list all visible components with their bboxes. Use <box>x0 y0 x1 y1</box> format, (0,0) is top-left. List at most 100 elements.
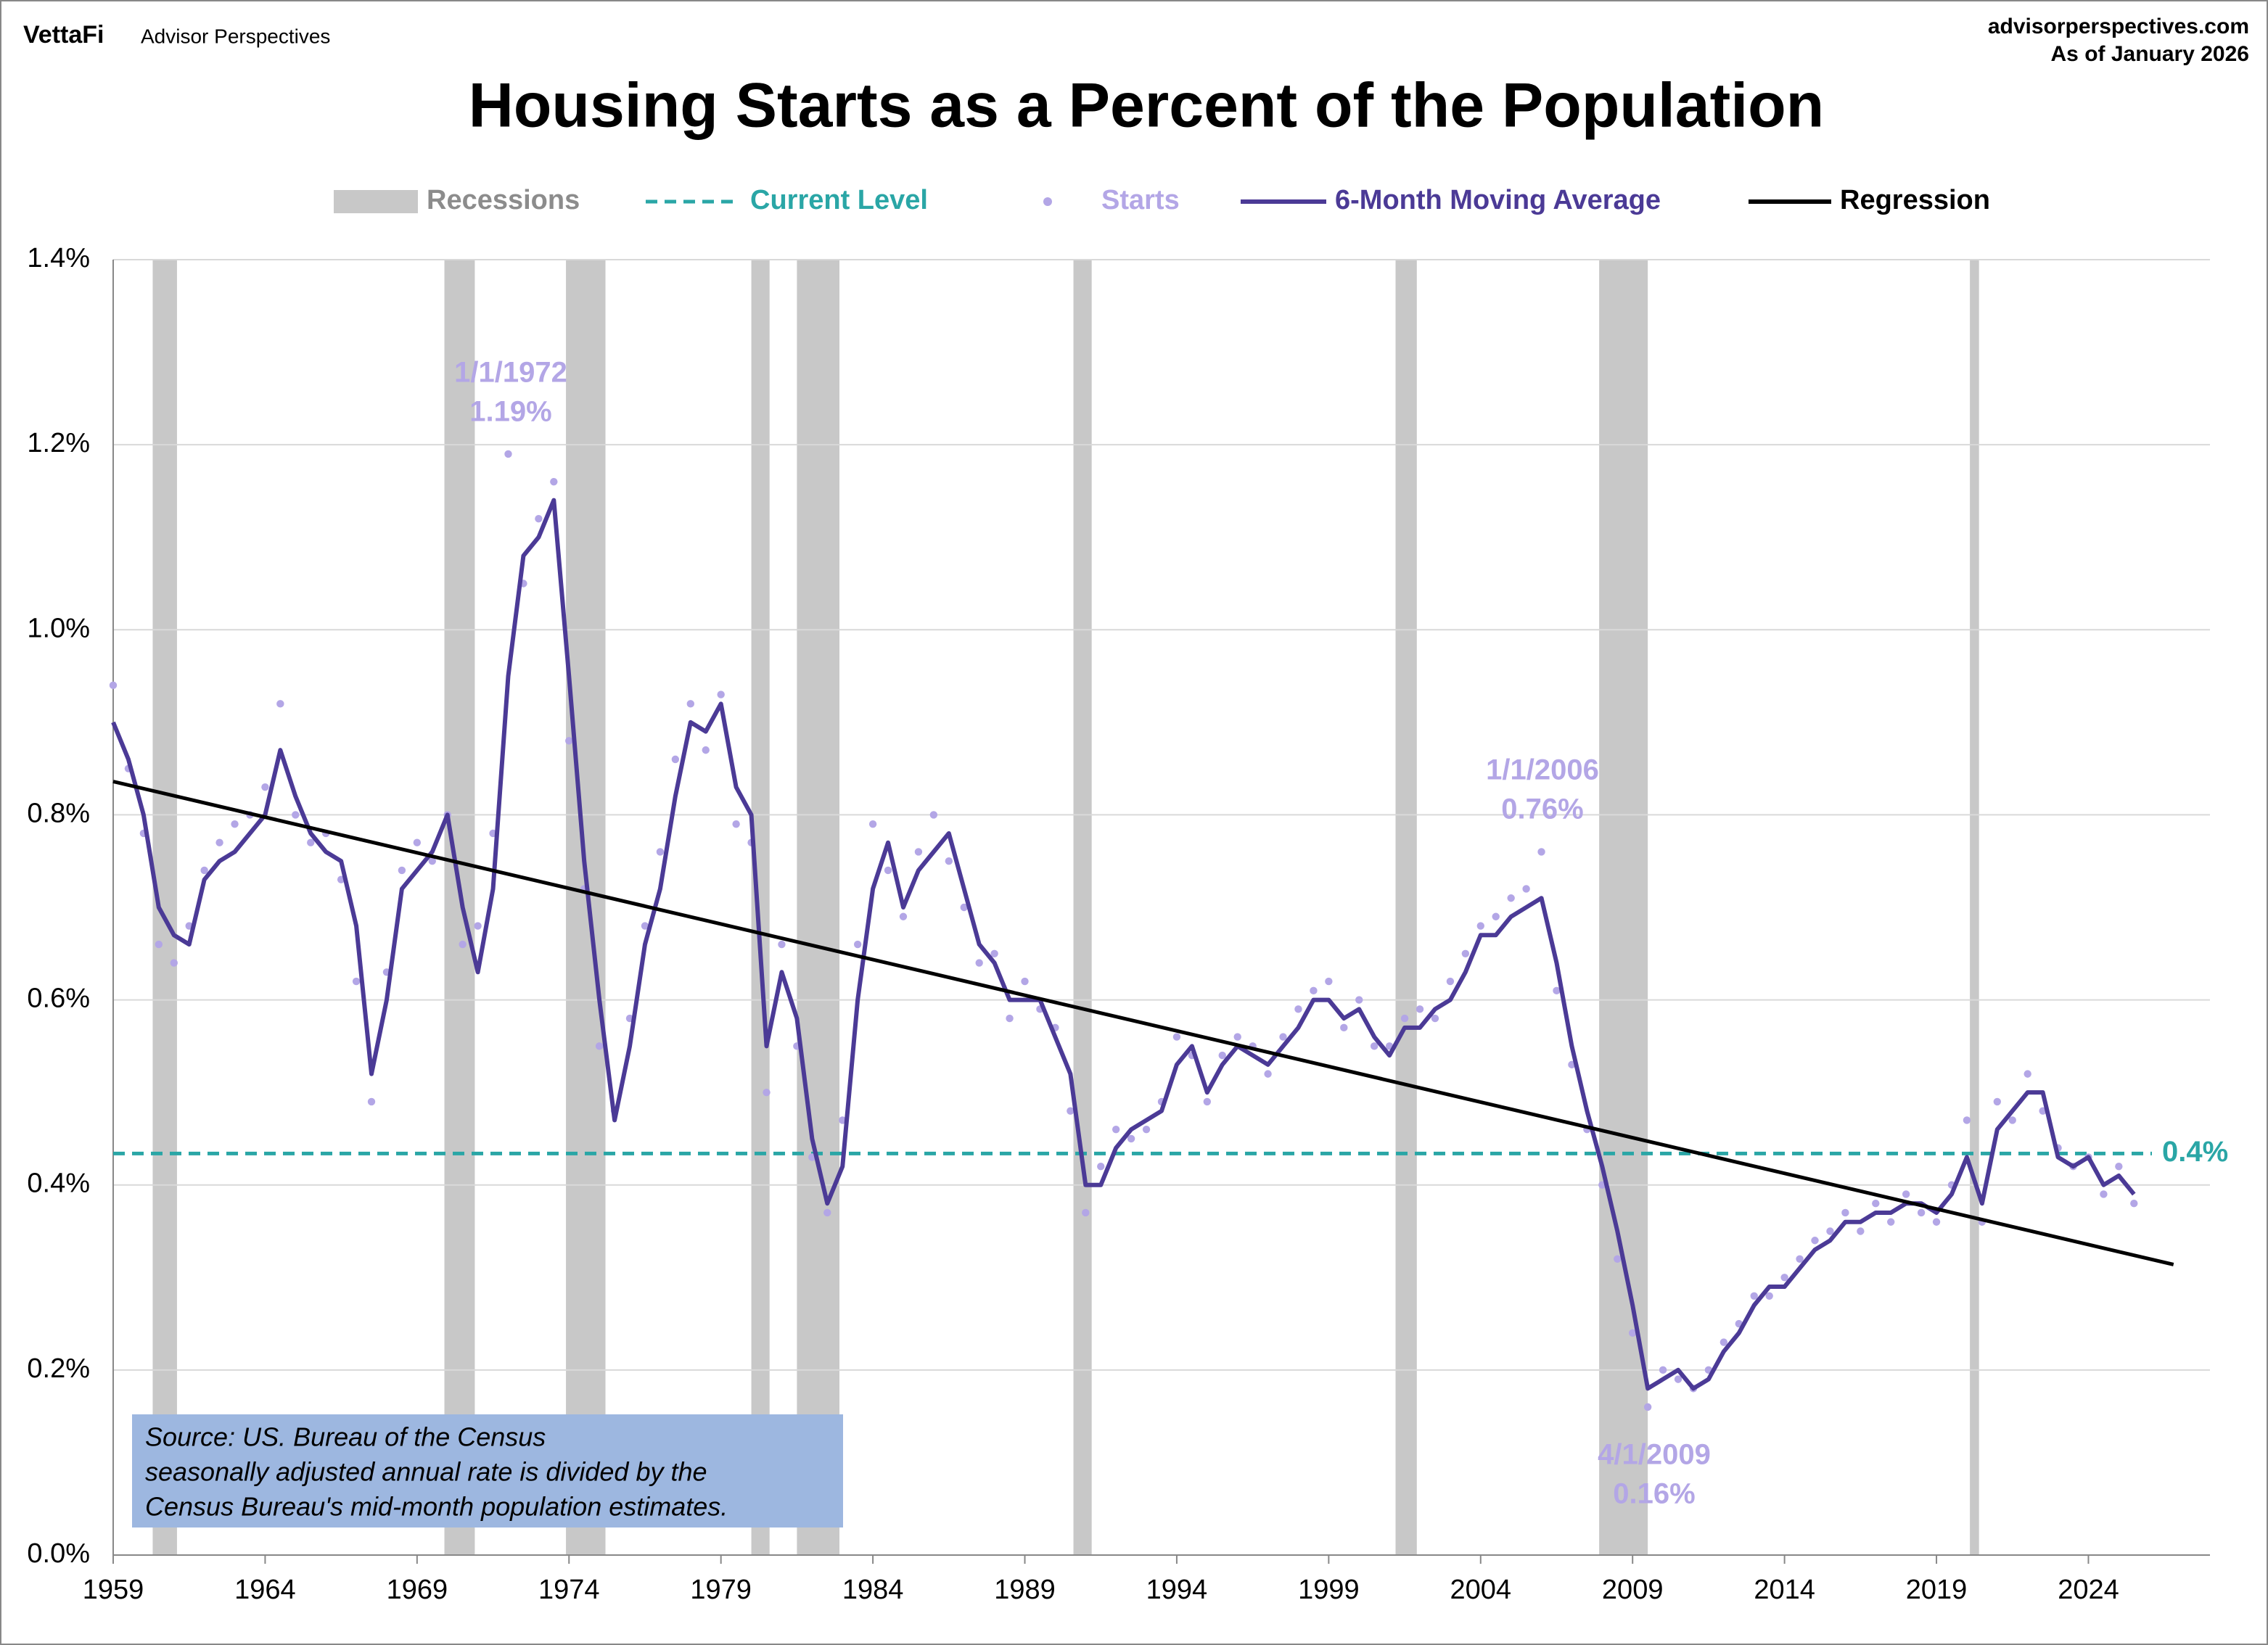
start-point <box>367 1097 376 1106</box>
start-point <box>565 737 573 745</box>
start-point <box>1872 1200 1880 1208</box>
start-point <box>292 811 300 819</box>
start-point <box>763 1088 771 1097</box>
x-tick-label: 1999 <box>1298 1575 1360 1605</box>
moving-average-line <box>111 498 2136 1391</box>
start-point <box>1841 1208 1849 1217</box>
start-point <box>1097 1163 1105 1171</box>
start-point <box>1082 1208 1090 1217</box>
start-point <box>717 690 725 698</box>
start-point <box>671 755 680 764</box>
start-point <box>459 940 467 949</box>
start-point <box>1142 1125 1151 1134</box>
start-point <box>1310 986 1318 995</box>
start-point <box>1993 1097 2002 1106</box>
start-point <box>1507 894 1515 902</box>
start-point <box>1112 1125 1120 1134</box>
start-point <box>307 838 315 846</box>
source-text: Source: US. Bureau of the Census <box>145 1422 546 1452</box>
recession-band <box>152 260 177 1555</box>
start-point <box>595 1042 604 1050</box>
start-point <box>428 857 436 865</box>
start-point <box>641 922 649 930</box>
as-of: As of January 2026 <box>2051 42 2249 66</box>
start-point <box>276 700 284 708</box>
site-url: advisorperspectives.com <box>1988 15 2249 38</box>
start-point <box>914 848 923 856</box>
start-point <box>1006 1014 1014 1023</box>
start-point <box>1963 1116 1971 1124</box>
start-point <box>1233 1033 1241 1041</box>
start-point <box>990 949 998 957</box>
start-point <box>1127 1134 1135 1143</box>
start-point <box>778 940 786 949</box>
x-tick-label: 1969 <box>387 1575 448 1605</box>
start-point <box>1400 1014 1409 1023</box>
recession-band <box>566 260 606 1555</box>
annotation: 1.19% <box>469 396 551 428</box>
start-point <box>1765 1292 1773 1300</box>
start-point <box>1355 996 1363 1004</box>
x-tick-label: 1964 <box>234 1575 296 1605</box>
annotation: 4/1/2009 <box>1598 1439 1711 1471</box>
legend-swatch <box>334 190 418 213</box>
start-point <box>352 977 361 986</box>
start-point <box>2130 1200 2138 1208</box>
source-box <box>132 1414 843 1528</box>
annotation: 1/1/1972 <box>454 357 567 389</box>
start-point <box>1218 1051 1226 1060</box>
source-text: Census Bureau's mid-month population est… <box>145 1492 728 1522</box>
start-point <box>1887 1218 1895 1226</box>
x-tick-label: 1994 <box>1146 1575 1208 1605</box>
start-point <box>1902 1190 1910 1198</box>
start-point <box>732 820 740 828</box>
recession-band <box>1970 260 1979 1555</box>
start-point <box>884 866 892 875</box>
start-point <box>1796 1255 1804 1263</box>
start-point <box>1264 1070 1272 1078</box>
start-point <box>1446 977 1455 986</box>
x-tick-label: 1979 <box>690 1575 752 1605</box>
legend-label: Regression <box>1840 185 1990 215</box>
annotation: 1/1/2006 <box>1486 754 1599 786</box>
x-tick-label: 1974 <box>538 1575 600 1605</box>
recession-band <box>1599 260 1648 1555</box>
y-tick-label: 0.8% <box>27 798 90 828</box>
start-point <box>853 940 862 949</box>
start-point <box>1279 1033 1287 1041</box>
start-point <box>1370 1042 1379 1050</box>
start-point <box>975 959 983 967</box>
start-point <box>1416 1005 1424 1013</box>
current-level-label: 0.4% <box>2162 1136 2228 1168</box>
start-point <box>1932 1218 1941 1226</box>
start-point <box>686 700 694 708</box>
chart-title: Housing Starts as a Percent of the Popul… <box>469 71 1824 141</box>
y-tick-label: 0.0% <box>27 1538 90 1569</box>
start-point <box>1826 1227 1834 1235</box>
source-text: seasonally adjusted annual rate is divid… <box>145 1457 707 1487</box>
x-tick-label: 2014 <box>1754 1575 1815 1605</box>
x-tick-label: 2004 <box>1450 1575 1512 1605</box>
start-point <box>929 811 938 819</box>
start-point <box>474 922 482 930</box>
start-point <box>1553 986 1561 995</box>
start-point <box>1340 1023 1348 1032</box>
start-point <box>945 857 953 865</box>
start-point <box>1067 1107 1075 1115</box>
recession-band <box>751 260 770 1555</box>
start-point <box>1522 885 1530 893</box>
y-tick-label: 0.6% <box>27 984 90 1014</box>
site-name: Advisor Perspectives <box>141 25 330 47</box>
start-point <box>1857 1227 1865 1235</box>
y-tick-label: 1.0% <box>27 613 90 643</box>
start-point <box>1643 1403 1652 1411</box>
start-point <box>1659 1366 1667 1374</box>
x-tick-label: 2019 <box>1906 1575 1968 1605</box>
start-point <box>1629 1329 1637 1337</box>
x-tick-label: 2024 <box>2058 1575 2119 1605</box>
start-point <box>1674 1375 1682 1383</box>
start-point <box>1917 1208 1926 1217</box>
start-point <box>1021 977 1029 986</box>
